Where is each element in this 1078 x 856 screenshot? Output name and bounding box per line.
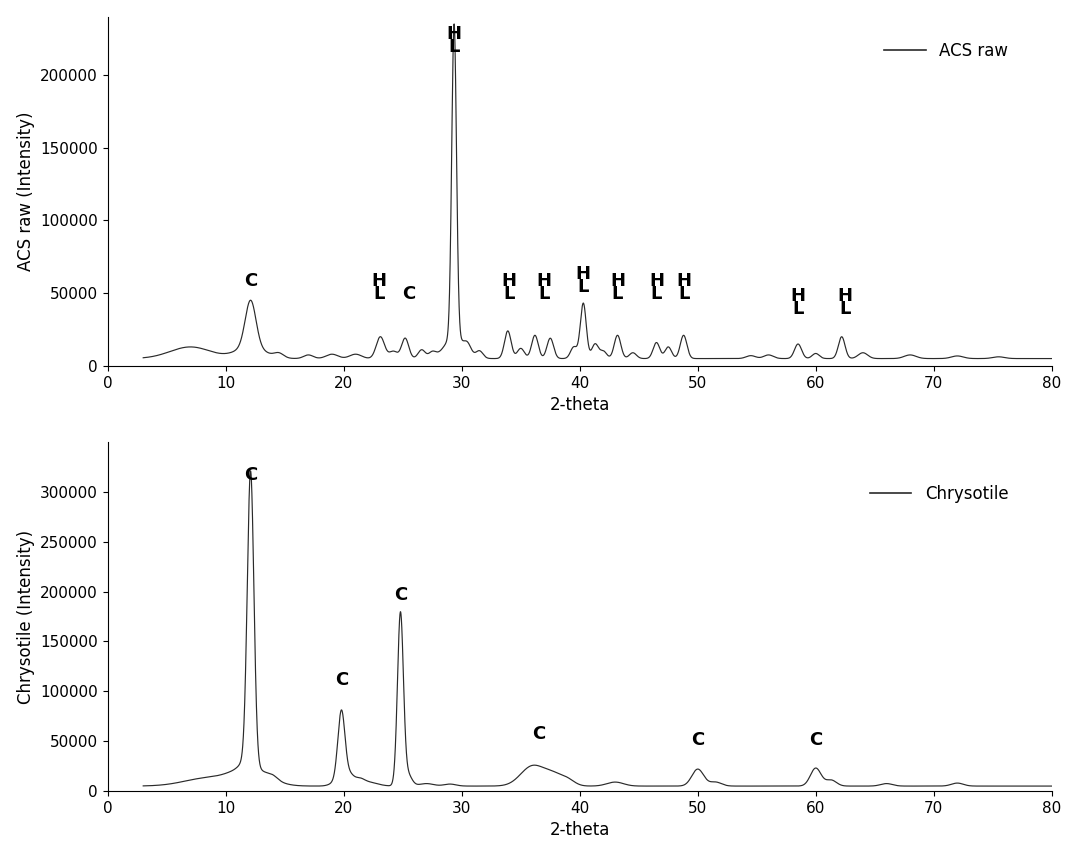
Text: L: L	[678, 285, 689, 303]
Text: H: H	[838, 287, 853, 305]
Text: L: L	[612, 285, 623, 303]
Text: C: C	[335, 671, 348, 689]
Text: C: C	[393, 586, 407, 603]
Text: H: H	[372, 272, 387, 290]
Text: L: L	[792, 300, 804, 318]
Text: L: L	[503, 285, 514, 303]
Text: H: H	[501, 272, 516, 290]
Text: L: L	[651, 285, 662, 303]
Text: C: C	[244, 272, 258, 290]
Legend: ACS raw: ACS raw	[877, 35, 1015, 67]
Text: L: L	[539, 285, 550, 303]
X-axis label: 2-theta: 2-theta	[550, 396, 610, 414]
Text: H: H	[610, 272, 625, 290]
Text: C: C	[244, 466, 258, 484]
Text: L: L	[448, 38, 460, 56]
Text: H: H	[537, 272, 552, 290]
X-axis label: 2-theta: 2-theta	[550, 822, 610, 840]
Text: H: H	[790, 287, 805, 305]
Text: H: H	[446, 25, 461, 43]
Text: H: H	[576, 265, 591, 282]
Y-axis label: ACS raw (Intensity): ACS raw (Intensity)	[17, 111, 34, 271]
Text: C: C	[810, 731, 823, 749]
Text: L: L	[373, 285, 385, 303]
Text: C: C	[531, 725, 545, 743]
Y-axis label: Chrysotile (Intensity): Chrysotile (Intensity)	[16, 529, 34, 704]
Text: H: H	[676, 272, 691, 290]
Text: C: C	[691, 731, 704, 749]
Legend: Chrysotile: Chrysotile	[863, 479, 1015, 509]
Text: C: C	[402, 285, 415, 303]
Text: L: L	[840, 300, 851, 318]
Text: H: H	[649, 272, 664, 290]
Text: L: L	[578, 278, 589, 296]
